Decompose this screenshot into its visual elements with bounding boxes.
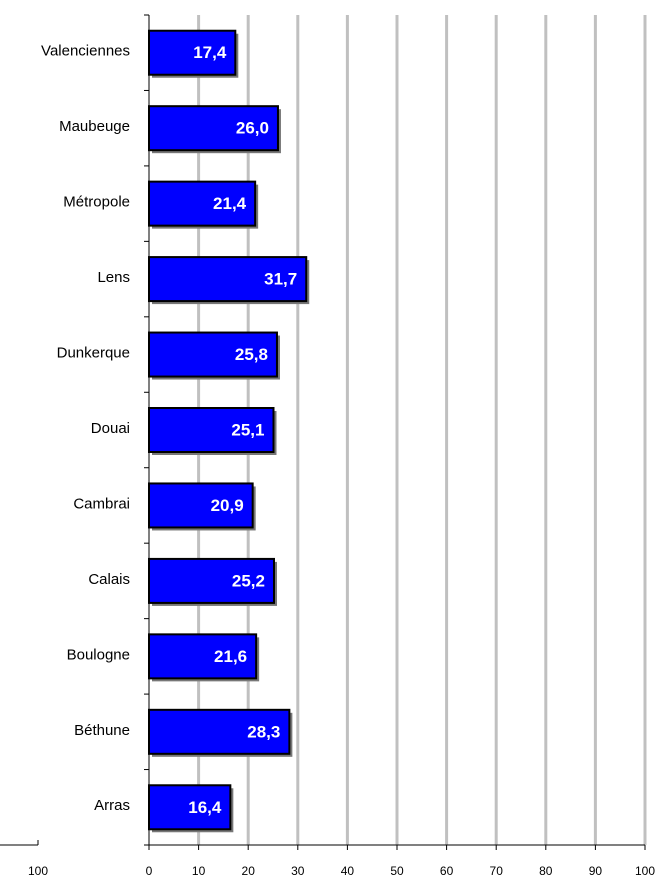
y-tick-label: Valenciennes — [41, 43, 130, 60]
value-label: 28,3 — [247, 722, 280, 741]
y-tick-label: Béthune — [74, 722, 130, 739]
bar — [148, 29, 237, 76]
bar — [148, 708, 291, 755]
value-label: 21,4 — [213, 194, 247, 213]
y-tick-label: Calais — [88, 571, 130, 588]
value-label: 25,1 — [231, 420, 264, 439]
bar — [148, 482, 254, 529]
y-tick-label: Arras — [94, 797, 130, 814]
bar — [148, 784, 232, 831]
y-tick-label: Douai — [91, 420, 130, 437]
value-label: 17,4 — [193, 43, 227, 62]
value-label: 20,9 — [211, 496, 244, 515]
value-label: 25,2 — [232, 571, 265, 590]
x-tick-label: 20 — [242, 864, 256, 878]
value-label: 16,4 — [188, 798, 222, 817]
bar — [148, 256, 308, 303]
value-label: 21,6 — [214, 647, 247, 666]
x-tick-label: 90 — [589, 864, 603, 878]
x-tick-label: 70 — [490, 864, 504, 878]
value-label: 26,0 — [236, 119, 269, 138]
y-tick-label: Métropole — [63, 194, 130, 211]
x-tick-label: 100 — [28, 864, 48, 878]
x-tick-label: 0 — [146, 864, 153, 878]
bar — [148, 331, 278, 378]
x-tick-label: 40 — [341, 864, 355, 878]
value-label: 25,8 — [235, 345, 268, 364]
y-tick-label: Boulogne — [67, 646, 130, 663]
bar — [148, 180, 257, 227]
bar — [148, 407, 275, 453]
bar — [148, 105, 279, 152]
bar — [148, 557, 275, 604]
x-tick-label: 50 — [390, 864, 404, 878]
value-label: 31,7 — [264, 270, 297, 289]
y-tick-label: Cambrai — [73, 495, 130, 512]
x-tick-label: 80 — [539, 864, 553, 878]
y-tick-label: Lens — [97, 269, 130, 286]
y-tick-label: Maubeuge — [59, 118, 130, 135]
x-tick-label: 10 — [192, 864, 206, 878]
x-tick-label: 30 — [291, 864, 305, 878]
x-tick-label: 60 — [440, 864, 454, 878]
y-tick-label: Dunkerque — [57, 345, 130, 362]
bar — [148, 633, 258, 680]
x-tick-label: 100 — [635, 864, 655, 878]
